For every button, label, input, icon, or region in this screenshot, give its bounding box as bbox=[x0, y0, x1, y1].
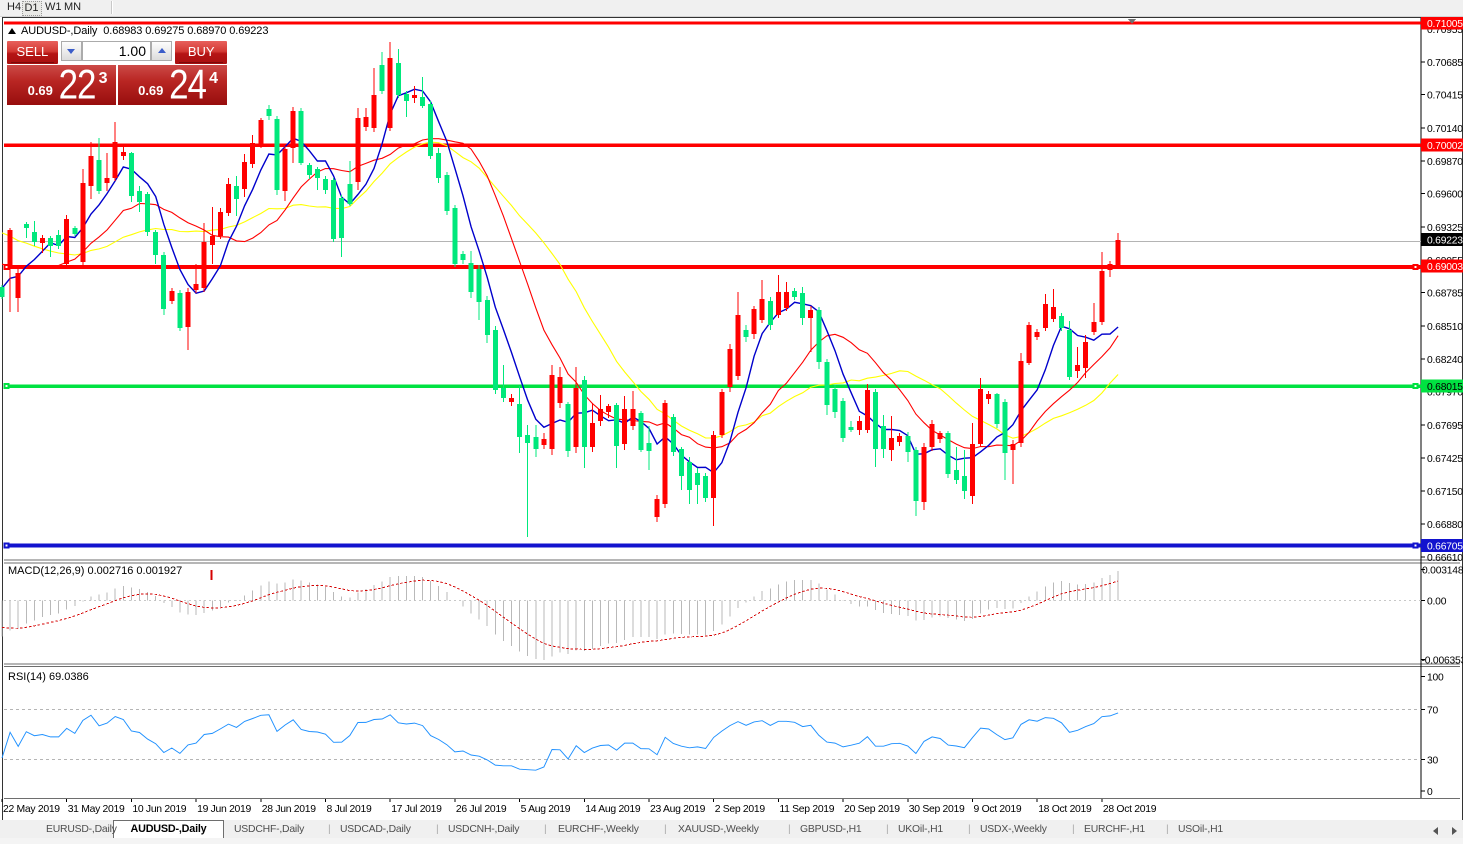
svg-text:8 Jul 2019: 8 Jul 2019 bbox=[327, 804, 372, 815]
svg-text:0.67695: 0.67695 bbox=[1427, 421, 1463, 432]
svg-text:30: 30 bbox=[1427, 755, 1439, 766]
svg-text:0.69223: 0.69223 bbox=[1427, 235, 1463, 246]
svg-text:28 Oct 2019: 28 Oct 2019 bbox=[1103, 804, 1157, 815]
svg-text:0.69325: 0.69325 bbox=[1427, 223, 1463, 234]
svg-text:5 Aug 2019: 5 Aug 2019 bbox=[521, 804, 571, 815]
svg-text:31 May 2019: 31 May 2019 bbox=[68, 804, 125, 815]
svg-text:0.68240: 0.68240 bbox=[1427, 355, 1463, 366]
svg-text:20 Sep 2019: 20 Sep 2019 bbox=[844, 804, 900, 815]
svg-text:0.68015: 0.68015 bbox=[1427, 382, 1463, 393]
svg-text:0.67970: 0.67970 bbox=[1427, 388, 1463, 399]
svg-text:14 Aug 2019: 14 Aug 2019 bbox=[585, 804, 641, 815]
svg-text:0.69600: 0.69600 bbox=[1427, 190, 1463, 201]
svg-text:0.66610: 0.66610 bbox=[1427, 553, 1463, 564]
svg-text:23 Aug 2019: 23 Aug 2019 bbox=[650, 804, 706, 815]
svg-text:0.69870: 0.69870 bbox=[1427, 157, 1463, 168]
svg-text:18 Oct 2019: 18 Oct 2019 bbox=[1038, 804, 1092, 815]
svg-text:0.68510: 0.68510 bbox=[1427, 322, 1463, 333]
svg-text:28 Jun 2019: 28 Jun 2019 bbox=[262, 804, 316, 815]
svg-text:19 Jun 2019: 19 Jun 2019 bbox=[197, 804, 251, 815]
svg-text:11 Sep 2019: 11 Sep 2019 bbox=[779, 804, 834, 815]
svg-text:0.70140: 0.70140 bbox=[1427, 124, 1463, 135]
svg-text:17 Jul 2019: 17 Jul 2019 bbox=[391, 804, 442, 815]
svg-text:100: 100 bbox=[1427, 673, 1444, 684]
svg-text:0.66705: 0.66705 bbox=[1427, 541, 1463, 552]
svg-text:2 Sep 2019: 2 Sep 2019 bbox=[715, 804, 766, 815]
svg-text:0.70002: 0.70002 bbox=[1427, 141, 1463, 152]
svg-text:-0.006353: -0.006353 bbox=[1422, 655, 1463, 666]
svg-text:MACD(12,26,9) 0.002716 0.00192: MACD(12,26,9) 0.002716 0.001927 bbox=[8, 565, 182, 577]
svg-text:26 Jul 2019: 26 Jul 2019 bbox=[456, 804, 507, 815]
svg-text:9 Oct 2019: 9 Oct 2019 bbox=[974, 804, 1022, 815]
svg-text:0.00: 0.00 bbox=[1427, 596, 1447, 607]
svg-text:0.70415: 0.70415 bbox=[1427, 91, 1463, 102]
svg-text:70: 70 bbox=[1427, 705, 1439, 716]
svg-text:0.70955: 0.70955 bbox=[1427, 25, 1463, 36]
svg-text:10 Jun 2019: 10 Jun 2019 bbox=[132, 804, 186, 815]
svg-text:RSI(14) 69.0386: RSI(14) 69.0386 bbox=[8, 671, 89, 683]
svg-text:0.70685: 0.70685 bbox=[1427, 58, 1463, 69]
svg-text:30 Sep 2019: 30 Sep 2019 bbox=[909, 804, 965, 815]
svg-text:22 May 2019: 22 May 2019 bbox=[3, 804, 60, 815]
svg-text:0: 0 bbox=[1427, 787, 1433, 798]
svg-text:0.69003: 0.69003 bbox=[1427, 262, 1463, 273]
svg-text:0.003148: 0.003148 bbox=[1422, 565, 1463, 576]
svg-text:0.67150: 0.67150 bbox=[1427, 487, 1463, 498]
svg-text:0.68785: 0.68785 bbox=[1427, 289, 1463, 300]
svg-text:0.67425: 0.67425 bbox=[1427, 454, 1463, 465]
svg-text:0.71005: 0.71005 bbox=[1427, 19, 1463, 30]
svg-text:0.66880: 0.66880 bbox=[1427, 520, 1463, 531]
